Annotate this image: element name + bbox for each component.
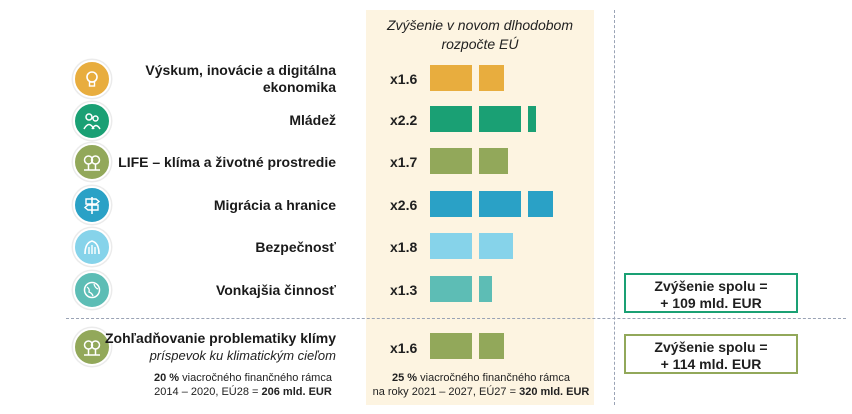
youth-icon bbox=[73, 102, 111, 140]
bar-security-segment-1 bbox=[430, 233, 472, 259]
new-mff-note: 25 % viacročného finančného rámca na rok… bbox=[372, 372, 590, 398]
vertical-divider bbox=[614, 10, 615, 405]
bar-external-segment-1 bbox=[430, 276, 472, 302]
climate-total-increase-box: Zvýšenie spolu = + 114 mld. EUR bbox=[624, 334, 798, 374]
category-label-life: LIFE – klíma a životné prostredie bbox=[118, 154, 336, 170]
horizontal-divider bbox=[66, 318, 846, 319]
data-label-life: x1.7 bbox=[390, 154, 418, 170]
bar-migration-segment-2 bbox=[479, 191, 521, 217]
bar-life-segment-1 bbox=[430, 148, 472, 174]
bar-youth-segment-1 bbox=[430, 106, 472, 132]
bar-migration-segment-3 bbox=[528, 191, 553, 217]
bar-research-segment-2 bbox=[479, 65, 504, 91]
climate-sublabel: príspevok ku klimatickým cieľom bbox=[149, 348, 336, 363]
data-label-external: x1.3 bbox=[390, 282, 418, 298]
total-increase-box: Zvýšenie spolu = + 109 mld. EUR bbox=[624, 273, 798, 313]
data-label-research: x1.6 bbox=[390, 71, 418, 87]
data-label-climate: x1.6 bbox=[390, 340, 418, 356]
bar-external-segment-2 bbox=[479, 276, 492, 302]
old-mff-note: 20 % viacročného finančného rámca 2014 –… bbox=[154, 372, 332, 398]
bar-migration-segment-1 bbox=[430, 191, 472, 217]
signpost-icon bbox=[73, 186, 111, 224]
data-label-youth: x2.2 bbox=[390, 112, 418, 128]
bar-life-segment-2 bbox=[479, 148, 508, 174]
category-label-external: Vonkajšia činnosť bbox=[215, 282, 336, 298]
bar-youth-segment-2 bbox=[479, 106, 521, 132]
globe-icon bbox=[73, 271, 111, 309]
data-label-security: x1.8 bbox=[390, 239, 418, 255]
bar-security-segment-2 bbox=[479, 233, 513, 259]
bar-climate-segment-2 bbox=[479, 333, 504, 359]
category-label-research: Výskum, inovácie a digitálna ekonomika bbox=[145, 62, 336, 95]
bar-youth-segment-3 bbox=[528, 106, 536, 132]
climate-trees-icon bbox=[73, 328, 111, 366]
bar-research-segment-1 bbox=[430, 65, 472, 91]
bar-climate-segment-1 bbox=[430, 333, 472, 359]
climate-label: Zohľadňovanie problematiky klímy bbox=[104, 330, 336, 346]
category-label-migration: Migrácia a hranice bbox=[213, 197, 336, 213]
category-label-youth: Mládež bbox=[289, 112, 336, 128]
lightbulb-icon bbox=[73, 60, 111, 98]
category-label-security: Bezpečnosť bbox=[255, 239, 336, 255]
trees-icon bbox=[73, 143, 111, 181]
chart-title: Zvýšenie v novom dlhodobom rozpočte EÚ bbox=[387, 17, 573, 52]
data-label-migration: x2.6 bbox=[390, 197, 418, 213]
security-hands-icon bbox=[73, 228, 111, 266]
